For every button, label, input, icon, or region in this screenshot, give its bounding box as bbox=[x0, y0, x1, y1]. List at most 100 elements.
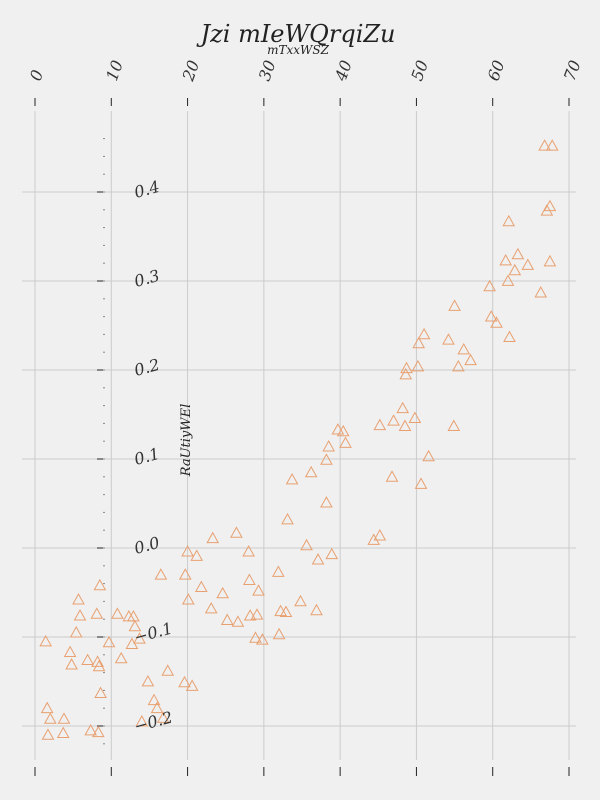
data-point bbox=[81, 653, 94, 666]
data-point bbox=[414, 477, 428, 489]
data-point bbox=[43, 712, 57, 724]
data-point bbox=[63, 645, 77, 658]
data-point bbox=[252, 584, 265, 596]
data-point bbox=[230, 526, 243, 538]
data-point bbox=[69, 626, 83, 638]
data-point bbox=[331, 423, 345, 435]
data-point bbox=[543, 254, 557, 267]
data-point bbox=[320, 496, 333, 508]
data-point bbox=[243, 573, 256, 585]
data-point bbox=[310, 603, 323, 616]
data-point bbox=[385, 470, 399, 482]
data-point bbox=[320, 453, 333, 465]
data-point bbox=[65, 658, 78, 670]
data-point bbox=[91, 655, 104, 667]
data-point bbox=[304, 465, 318, 478]
data-point bbox=[503, 330, 516, 342]
data-point bbox=[41, 728, 55, 740]
data-point bbox=[231, 615, 245, 627]
data-point bbox=[543, 199, 557, 212]
data-point bbox=[161, 664, 175, 676]
y-axis-label: RaUtiyWEl bbox=[179, 404, 194, 478]
data-point bbox=[398, 419, 412, 431]
data-point bbox=[417, 327, 431, 340]
data-point bbox=[336, 424, 350, 437]
data-point bbox=[181, 593, 195, 605]
data-point bbox=[178, 675, 191, 688]
data-point bbox=[484, 310, 498, 322]
data-point bbox=[511, 247, 525, 260]
data-point bbox=[483, 279, 497, 292]
data-point bbox=[114, 651, 128, 664]
data-point bbox=[457, 343, 471, 355]
data-point bbox=[490, 316, 503, 328]
data-point bbox=[249, 631, 262, 643]
data-point bbox=[300, 538, 313, 551]
data-point bbox=[190, 549, 204, 561]
data-point bbox=[150, 701, 164, 714]
data-point bbox=[242, 545, 255, 557]
data-point bbox=[204, 601, 218, 614]
data-point bbox=[442, 333, 455, 345]
data-point bbox=[311, 553, 325, 565]
data-point bbox=[373, 529, 387, 541]
chart-title: Jzi mIeWQrqiZu bbox=[196, 20, 396, 48]
data-point bbox=[447, 419, 461, 431]
data-point bbox=[40, 701, 54, 714]
data-point bbox=[156, 711, 170, 723]
data-point bbox=[39, 634, 53, 647]
data-point bbox=[243, 609, 257, 621]
data-point bbox=[534, 286, 548, 298]
data-point bbox=[56, 726, 70, 739]
data-points bbox=[39, 139, 559, 740]
data-point bbox=[72, 593, 85, 605]
data-point bbox=[111, 607, 124, 619]
data-point bbox=[399, 367, 413, 380]
data-point bbox=[141, 674, 155, 687]
data-point bbox=[127, 610, 140, 622]
data-point bbox=[255, 633, 269, 645]
data-point bbox=[422, 449, 435, 462]
data-point bbox=[325, 547, 339, 560]
data-point bbox=[220, 613, 234, 625]
data-point bbox=[538, 139, 551, 151]
data-point bbox=[464, 353, 477, 366]
data-point bbox=[499, 254, 513, 266]
data-point bbox=[452, 359, 465, 372]
data-point bbox=[339, 436, 352, 448]
data-point bbox=[93, 578, 107, 591]
data-point bbox=[57, 712, 71, 724]
data-point bbox=[92, 659, 106, 672]
data-point bbox=[181, 545, 194, 557]
data-point bbox=[73, 609, 87, 621]
data-point bbox=[250, 608, 264, 620]
data-point bbox=[216, 586, 230, 599]
data-point bbox=[194, 580, 208, 593]
data-point bbox=[102, 635, 116, 648]
data-point bbox=[128, 619, 142, 632]
data-point bbox=[411, 359, 425, 372]
data-point bbox=[147, 693, 161, 706]
data-point bbox=[154, 568, 168, 580]
data-point bbox=[279, 605, 293, 617]
data-point bbox=[322, 440, 336, 452]
data-point bbox=[272, 627, 286, 640]
data-point bbox=[400, 361, 413, 374]
data-point bbox=[135, 715, 149, 727]
data-point bbox=[185, 679, 199, 691]
data-point bbox=[521, 258, 535, 270]
data-point bbox=[387, 414, 400, 426]
data-point bbox=[448, 299, 461, 311]
data-point bbox=[90, 607, 104, 619]
data-point bbox=[502, 214, 516, 227]
data-point bbox=[84, 723, 98, 736]
axis-ticks bbox=[34, 98, 570, 776]
data-point bbox=[373, 418, 387, 431]
data-point bbox=[285, 472, 299, 485]
data-point bbox=[294, 594, 307, 607]
data-point bbox=[206, 531, 220, 544]
data-point bbox=[281, 512, 294, 525]
data-point bbox=[178, 568, 192, 580]
